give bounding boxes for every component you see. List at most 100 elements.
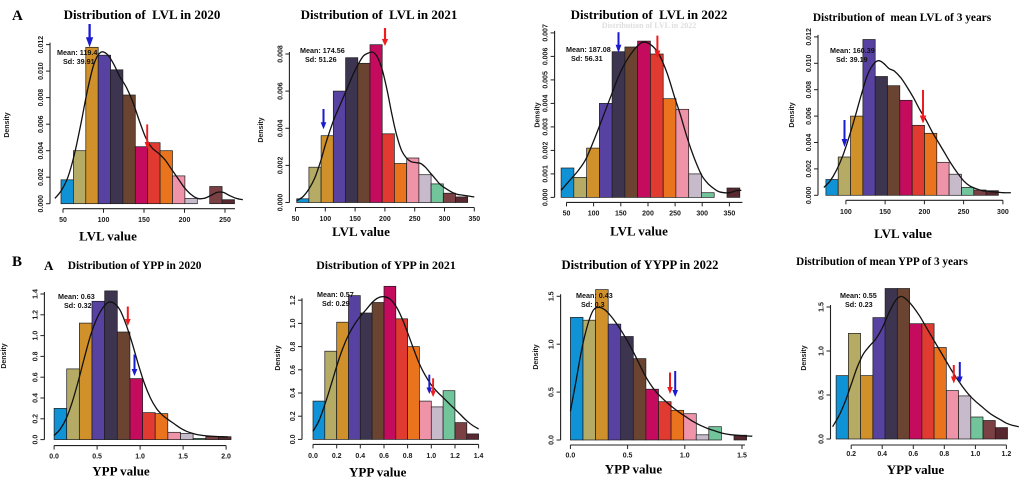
svg-text:0.2: 0.2 — [32, 414, 39, 424]
svg-text:Density: Density — [801, 345, 808, 370]
svg-text:Distribution of YPP in 2020: Distribution of YPP in 2020 — [68, 260, 202, 272]
svg-text:50: 50 — [59, 217, 67, 224]
svg-text:YPP value: YPP value — [605, 461, 663, 476]
svg-text:1.0: 1.0 — [290, 318, 297, 328]
svg-text:1.2: 1.2 — [290, 295, 297, 305]
svg-text:Distribution of mean LVL of 3: Distribution of mean LVL of 3 years — [813, 12, 992, 24]
svg-text:LVL value: LVL value — [874, 226, 932, 241]
svg-text:150: 150 — [138, 217, 150, 224]
svg-text:0.6: 0.6 — [32, 372, 39, 382]
svg-text:1.2: 1.2 — [1002, 451, 1012, 458]
svg-text:0.005: 0.005 — [543, 71, 550, 89]
svg-text:100: 100 — [319, 216, 331, 223]
svg-text:LVL value: LVL value — [610, 224, 668, 239]
svg-text:1.5: 1.5 — [737, 452, 747, 459]
svg-text:50: 50 — [563, 210, 571, 217]
svg-text:Sd: 56.31: Sd: 56.31 — [571, 54, 603, 63]
svg-text:Sd: 39.91: Sd: 39.91 — [63, 57, 95, 66]
svg-text:0.010: 0.010 — [806, 54, 813, 72]
svg-text:250: 250 — [669, 210, 681, 217]
svg-text:0.006: 0.006 — [543, 48, 550, 66]
svg-text:0.4: 0.4 — [290, 388, 297, 398]
svg-text:Mean: 160.39: Mean: 160.39 — [830, 46, 875, 55]
svg-text:0.000: 0.000 — [277, 194, 284, 212]
svg-text:200: 200 — [919, 209, 931, 216]
svg-text:Mean: 174.56: Mean: 174.56 — [300, 46, 345, 55]
svg-text:1.0: 1.0 — [426, 453, 436, 460]
svg-text:0.004: 0.004 — [277, 119, 284, 137]
svg-text:0.002: 0.002 — [277, 157, 284, 175]
svg-text:350: 350 — [468, 216, 480, 223]
svg-text:Mean: 0.57: Mean: 0.57 — [317, 290, 354, 299]
svg-text:0.012: 0.012 — [38, 36, 45, 54]
svg-text:1.4: 1.4 — [32, 289, 39, 299]
svg-text:150: 150 — [615, 210, 627, 217]
svg-text:0.5: 0.5 — [549, 387, 556, 397]
svg-text:1.4: 1.4 — [474, 453, 484, 460]
svg-text:150: 150 — [879, 209, 891, 216]
svg-text:YPP value: YPP value — [887, 462, 945, 477]
svg-text:A: A — [44, 258, 54, 273]
svg-text:Distribution of YPP in 2021: Distribution of YPP in 2021 — [316, 258, 456, 272]
svg-text:0.0: 0.0 — [308, 453, 318, 460]
svg-text:Sd: 0.3: Sd: 0.3 — [581, 300, 605, 309]
svg-text:Density: Density — [535, 102, 542, 127]
svg-text:0.8: 0.8 — [403, 453, 413, 460]
svg-text:0.006: 0.006 — [806, 107, 813, 125]
svg-text:Distribution of YYPP in 2022: Distribution of YYPP in 2022 — [562, 258, 719, 272]
svg-text:Density: Density — [789, 102, 796, 127]
svg-text:LVL value: LVL value — [79, 229, 137, 244]
svg-text:Distribution of LVL in 2022: Distribution of LVL in 2022 — [571, 7, 728, 22]
svg-text:Sd: 0.32: Sd: 0.32 — [64, 301, 92, 310]
svg-text:Density: Density — [4, 112, 11, 137]
svg-text:Distribution of LVL in 2021: Distribution of LVL in 2021 — [301, 7, 458, 22]
svg-text:Density: Density — [275, 345, 282, 370]
svg-text:150: 150 — [349, 216, 361, 223]
svg-text:100: 100 — [98, 217, 110, 224]
svg-text:2.0: 2.0 — [221, 453, 231, 460]
svg-text:0.0: 0.0 — [549, 435, 556, 445]
svg-text:Mean: 187.08: Mean: 187.08 — [566, 45, 611, 54]
svg-text:0.010: 0.010 — [38, 62, 45, 80]
svg-text:300: 300 — [997, 209, 1009, 216]
svg-text:0.8: 0.8 — [32, 351, 39, 361]
svg-text:0.8: 0.8 — [290, 342, 297, 352]
svg-text:1.0: 1.0 — [819, 346, 826, 356]
svg-text:0.000: 0.000 — [543, 189, 550, 207]
svg-text:0.6: 0.6 — [379, 453, 389, 460]
svg-text:0.4: 0.4 — [355, 453, 365, 460]
svg-text:300: 300 — [696, 210, 708, 217]
svg-text:200: 200 — [379, 216, 391, 223]
svg-text:0.001: 0.001 — [543, 165, 550, 183]
svg-text:A: A — [12, 8, 23, 24]
svg-text:0.004: 0.004 — [806, 134, 813, 152]
svg-text:0.0: 0.0 — [566, 452, 576, 459]
svg-text:0.5: 0.5 — [623, 452, 633, 459]
svg-text:0.0: 0.0 — [49, 453, 59, 460]
svg-text:0.008: 0.008 — [277, 45, 284, 63]
svg-text:0.6: 0.6 — [908, 451, 918, 458]
svg-text:Sd: 39.19: Sd: 39.19 — [836, 55, 868, 64]
svg-text:B: B — [12, 254, 22, 270]
svg-text:YPP value: YPP value — [349, 464, 407, 479]
svg-text:0.6: 0.6 — [290, 365, 297, 375]
svg-text:50: 50 — [292, 216, 300, 223]
svg-text:Distribution of LVL in 2022: Distribution of LVL in 2022 — [602, 21, 696, 30]
svg-text:350: 350 — [724, 210, 736, 217]
svg-text:0.0: 0.0 — [819, 434, 826, 444]
svg-text:0.004: 0.004 — [38, 142, 45, 160]
svg-text:Distribution of LVL in 2020: Distribution of LVL in 2020 — [64, 7, 221, 22]
svg-text:Density: Density — [258, 117, 265, 142]
svg-text:200: 200 — [179, 217, 191, 224]
svg-text:0.000: 0.000 — [38, 195, 45, 213]
svg-text:1.2: 1.2 — [450, 453, 460, 460]
svg-text:1.5: 1.5 — [549, 291, 556, 301]
svg-text:100: 100 — [588, 210, 600, 217]
svg-text:0.0: 0.0 — [32, 435, 39, 445]
svg-text:Density: Density — [1, 343, 8, 368]
svg-text:0.003: 0.003 — [543, 118, 550, 136]
svg-text:200: 200 — [642, 210, 654, 217]
svg-text:Sd: 51.26: Sd: 51.26 — [305, 55, 337, 64]
svg-text:Density: Density — [533, 344, 540, 369]
svg-text:250: 250 — [219, 217, 231, 224]
